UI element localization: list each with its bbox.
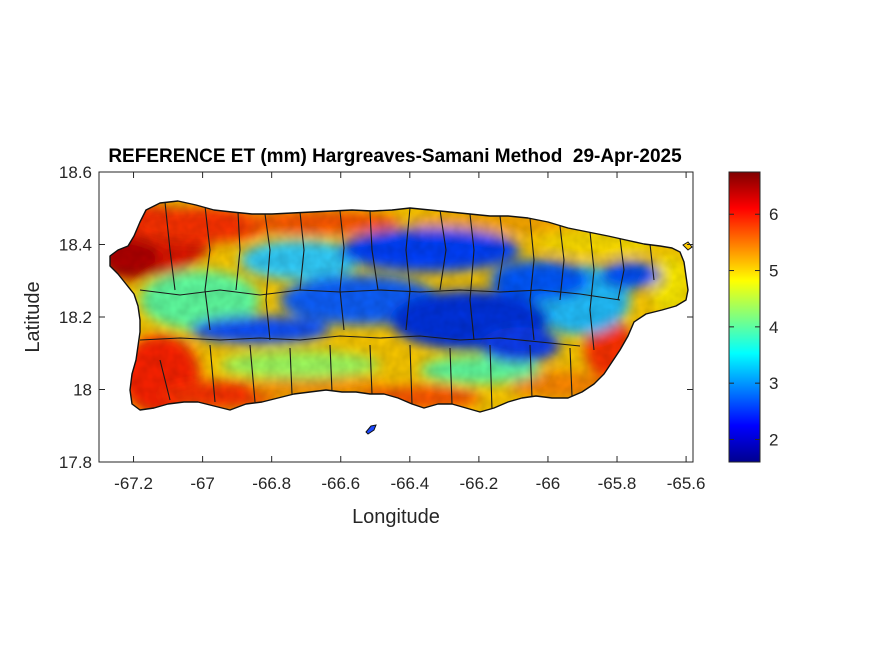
y-axis-label: Latitude	[22, 281, 44, 352]
municipality-boundary	[159, 359, 171, 401]
y-axis: 18.6 18.4 18.2 18 17.8	[59, 163, 693, 472]
x-axis: -67.2 -67 -66.8 -66.6 -66.4 -66.2 -66 -65.8 -65.…	[114, 172, 705, 493]
municipality-boundary	[439, 209, 447, 291]
x-tick-label: -65.8	[598, 474, 637, 493]
municipality-boundary	[649, 243, 655, 281]
municipality-boundary	[209, 344, 216, 403]
x-tick-label: -67.2	[114, 474, 153, 493]
colorbar: 6 5 4 3 2	[728, 171, 778, 463]
municipality-boundary	[139, 289, 621, 301]
municipality-boundary	[529, 344, 533, 399]
municipality-boundary	[559, 225, 565, 301]
y-tick-label: 17.8	[59, 453, 92, 472]
x-tick-label: -65.6	[667, 474, 706, 493]
x-tick-label: -66.6	[321, 474, 360, 493]
colorbar-tick-label: 4	[769, 318, 778, 337]
municipality-boundary	[569, 347, 573, 397]
municipality-boundary	[164, 201, 176, 291]
municipality-boundary	[249, 344, 256, 403]
municipality-boundary	[409, 344, 413, 405]
colorbar-tick-label: 3	[769, 374, 778, 393]
caja-de-muertos-island	[365, 424, 377, 435]
municipality-boundary	[369, 210, 379, 291]
y-tick-label: 18.2	[59, 308, 92, 327]
municipality-boundary	[235, 211, 241, 291]
municipality-boundary	[497, 215, 505, 291]
colorbar-ticks: 6 5 4 3 2	[729, 205, 778, 449]
colorbar-tick-label: 5	[769, 262, 778, 281]
x-tick-label: -66.2	[460, 474, 499, 493]
x-axis-label: Longitude	[352, 506, 440, 528]
colorbar-gradient	[728, 171, 761, 463]
y-tick-label: 18	[73, 381, 92, 400]
municipality-boundary	[529, 217, 535, 341]
x-tick-label: -66.8	[252, 474, 291, 493]
municipality-boundary	[339, 210, 345, 331]
municipality-boundary	[589, 231, 595, 351]
small-islet	[682, 241, 693, 251]
municipality-boundary	[264, 213, 271, 341]
x-tick-label: -66.4	[390, 474, 429, 493]
municipality-boundary	[204, 205, 211, 331]
colorbar-tick-label: 2	[769, 430, 778, 449]
y-tick-label: 18.6	[59, 163, 92, 182]
municipality-boundary	[405, 207, 411, 331]
municipality-boundary	[489, 344, 493, 411]
colorbar-tick-label: 6	[769, 205, 778, 224]
municipality-boundary	[299, 211, 305, 291]
municipality-boundary	[289, 347, 293, 395]
x-tick-label: -66	[536, 474, 561, 493]
x-tick-label: -67	[190, 474, 215, 493]
municipality-boundary	[139, 335, 581, 347]
municipality-boundary	[469, 213, 475, 341]
coastline	[109, 200, 689, 413]
municipality-boundary	[617, 237, 625, 301]
y-tick-label: 18.4	[59, 236, 92, 255]
municipality-boundary	[449, 347, 453, 405]
et-field	[110, 201, 688, 412]
municipality-boundaries	[139, 201, 655, 411]
municipality-boundary	[329, 344, 333, 393]
chart-title: REFERENCE ET (mm) Hargreaves-Samani Meth…	[108, 146, 682, 167]
municipality-boundary	[369, 344, 373, 395]
